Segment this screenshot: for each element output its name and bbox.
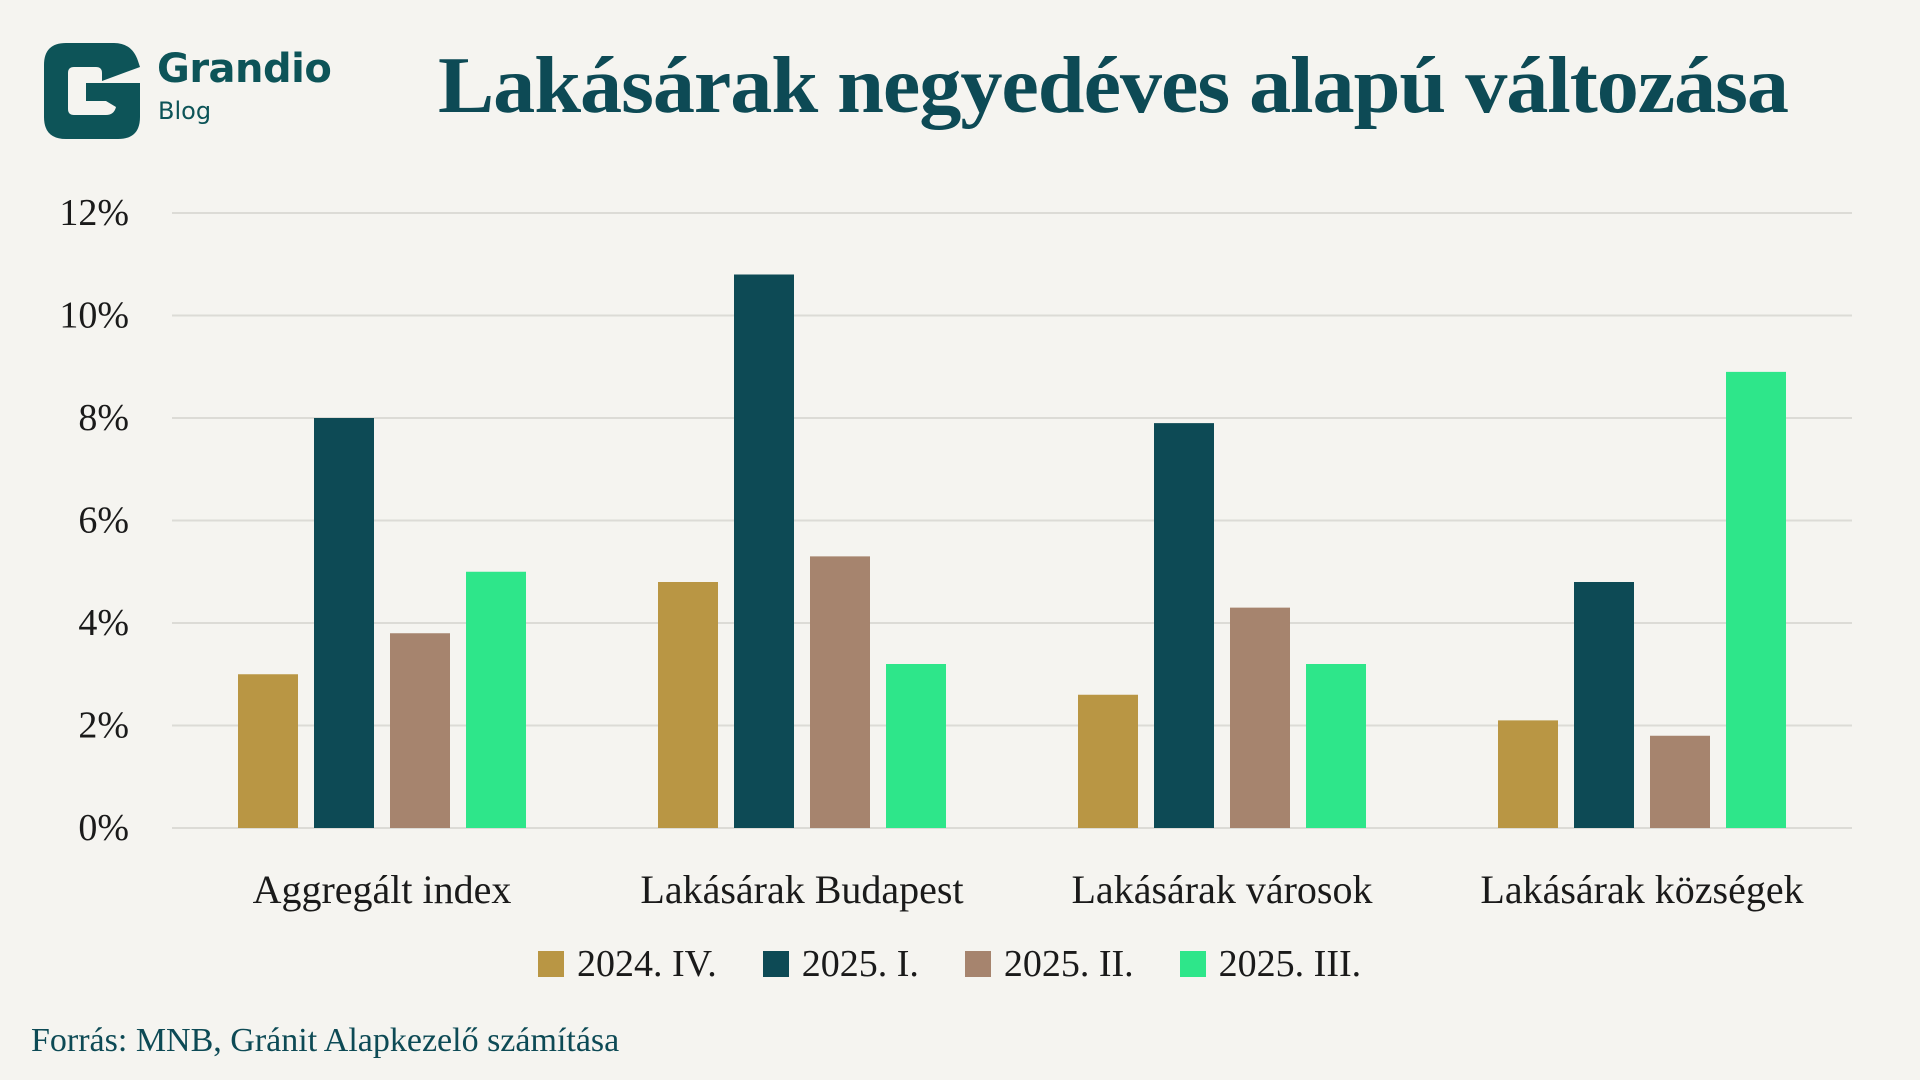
legend-label: 2025. I. — [801, 943, 919, 985]
bar-chart: 0% 2% 4% 6% 8% 10% 12% Aggregált index Lakására… — [59, 192, 1852, 912]
legend-swatch — [762, 951, 789, 977]
bar-2025-ii — [810, 556, 870, 828]
legend-label: 2024. IV. — [577, 943, 717, 985]
bar-2024-iv — [1078, 694, 1138, 828]
legend-swatch — [964, 951, 991, 977]
legend-label: 2025. III. — [1218, 943, 1362, 985]
brand-logo: Grandio Blog — [44, 43, 344, 143]
y-tick-label: 0% — [78, 807, 129, 849]
bar-2024-iv — [1498, 720, 1558, 828]
legend-item: 2025. II. — [964, 943, 1134, 985]
y-tick-label: 8% — [78, 397, 129, 439]
x-category-label: Lakásárak városok — [1072, 867, 1373, 912]
bar-2025-i — [314, 418, 374, 828]
bars — [238, 274, 1786, 828]
chart-title: Lakásárak negyedéves alapú változása — [438, 42, 1789, 130]
bar-2025-iii — [1726, 371, 1786, 828]
bar-2024-iv — [658, 582, 718, 828]
legend-item: 2024. IV. — [538, 945, 717, 983]
y-tick-label: 2% — [78, 705, 129, 747]
y-tick-label: 4% — [78, 602, 129, 644]
bar-2025-i — [734, 274, 794, 828]
bar-2025-i — [1574, 582, 1634, 828]
legend-swatch — [1179, 951, 1206, 977]
legend-swatch — [538, 951, 564, 977]
bar-2025-ii — [1650, 735, 1710, 828]
bar-2025-iii — [1306, 664, 1366, 828]
y-tick-label: 6% — [78, 500, 129, 542]
x-category-label: Lakásárak Budapest — [640, 867, 963, 912]
bar-2025-iii — [466, 571, 526, 828]
y-axis-ticks: 0% 2% 4% 6% 8% 10% 12% — [59, 192, 129, 849]
x-category-label: Lakásárak községek — [1480, 867, 1803, 912]
bar-2025-ii — [1230, 607, 1290, 828]
bar-2025-ii — [390, 633, 450, 828]
y-tick-label: 10% — [59, 295, 129, 337]
brand-name: Grandio — [157, 46, 332, 92]
x-category-label: Aggregált index — [253, 867, 512, 912]
bar-2025-i — [1154, 423, 1214, 828]
x-axis-categories: Aggregált index Lakásárak Budapest Lakásár… — [253, 867, 1804, 912]
legend: 2024. IV. 2025. I. 2025. II. 2025. III. — [538, 944, 1361, 984]
grandio-g-logo-icon — [44, 43, 140, 139]
legend-label: 2025. II. — [1003, 943, 1134, 985]
bar-2025-iii — [886, 664, 946, 828]
legend-item: 2025. I. — [762, 943, 919, 985]
gridlines — [172, 212, 1852, 829]
legend-item: 2025. III. — [1179, 943, 1362, 985]
brand-sub: Blog — [158, 97, 212, 125]
y-tick-label: 12% — [59, 192, 129, 234]
bar-2024-iv — [238, 674, 298, 828]
source-note: Forrás: MNB, Gránit Alapkezelő számítása — [31, 1022, 620, 1059]
